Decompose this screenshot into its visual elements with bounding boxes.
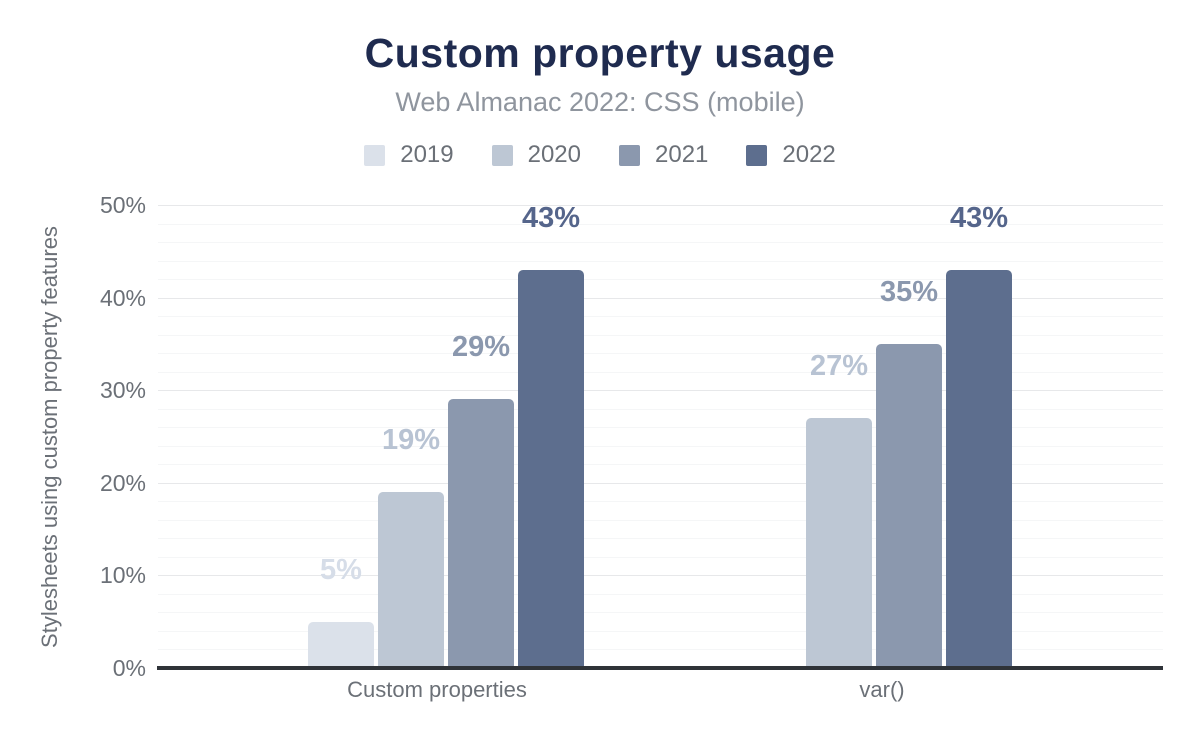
- bar-2021-var[interactable]: [876, 343, 942, 668]
- gridline-major: [158, 482, 1163, 484]
- gridline-major: [158, 205, 1163, 206]
- plot-area: 5% 19% 29% 43% 27% 35% 43%: [158, 201, 1163, 668]
- gridline-minor: [158, 464, 1163, 466]
- legend-label: 2020: [527, 141, 581, 168]
- gridline-minor: [158, 501, 1163, 503]
- bar-2020-custom-properties[interactable]: [378, 492, 444, 668]
- bar-2019-custom-properties[interactable]: [308, 621, 374, 668]
- legend-item-2019[interactable]: 2019: [364, 141, 454, 169]
- bar-value-label: 43%: [949, 201, 1009, 234]
- legend-item-2022[interactable]: 2022: [746, 141, 836, 169]
- gridline-major: [158, 390, 1163, 392]
- gridline-minor: [158, 538, 1163, 540]
- bar-2021-custom-properties[interactable]: [448, 399, 514, 668]
- gridline-minor: [158, 630, 1163, 632]
- gridline-minor: [158, 445, 1163, 447]
- y-tick-label: 20%: [99, 469, 146, 496]
- bar-2020-var[interactable]: [806, 417, 872, 668]
- gridline-minor: [158, 353, 1163, 355]
- legend-item-2021[interactable]: 2021: [619, 141, 708, 169]
- bar-value-label: 5%: [320, 553, 362, 586]
- x-category-label: var(): [859, 677, 905, 702]
- legend-label: 2019: [400, 141, 454, 168]
- bar-value-label: 19%: [381, 424, 441, 457]
- y-tick-label: 0%: [112, 655, 146, 681]
- legend-swatch-2020: [491, 144, 513, 166]
- y-tick-label: 30%: [99, 377, 146, 404]
- bar-value-label: 43%: [521, 201, 581, 234]
- gridline-minor: [158, 408, 1163, 410]
- gridline-minor: [158, 334, 1163, 336]
- gridline-minor: [158, 593, 1163, 595]
- legend-swatch-2021: [619, 144, 640, 166]
- bar-2022-var[interactable]: [946, 269, 1012, 668]
- x-axis-line: [157, 666, 1163, 670]
- gridline-minor: [158, 316, 1163, 318]
- x-category-label: Custom properties: [347, 677, 527, 702]
- gridline-minor: [158, 279, 1163, 281]
- y-tick-label: 40%: [99, 284, 146, 311]
- y-tick-label: 50%: [99, 192, 146, 218]
- y-axis-title: Stylesheets using custom property featur…: [37, 226, 62, 648]
- gridline-minor: [158, 649, 1163, 651]
- gridline-minor: [158, 223, 1163, 225]
- bar-value-label: 29%: [451, 331, 511, 364]
- legend: 2019 2020 2021 2022: [0, 141, 1200, 169]
- chart-title: Custom property usage: [364, 30, 836, 76]
- gridline-minor: [158, 427, 1163, 429]
- legend-item-2020[interactable]: 2020: [491, 141, 581, 169]
- gridline-major: [158, 297, 1163, 299]
- y-tick-label: 10%: [99, 562, 146, 589]
- bar-value-label: 27%: [809, 349, 869, 382]
- chart-subtitle: Web Almanac 2022: CSS (mobile): [395, 87, 805, 117]
- gridline-minor: [158, 242, 1163, 244]
- legend-swatch-2022: [746, 144, 768, 166]
- bar-value-label: 35%: [879, 275, 939, 308]
- gridline-major: [158, 575, 1163, 577]
- legend-label: 2022: [782, 141, 836, 168]
- gridline-minor: [158, 371, 1163, 373]
- gridline-minor: [158, 612, 1163, 614]
- legend-label: 2021: [655, 141, 709, 168]
- gridline-minor: [158, 260, 1163, 262]
- gridline-minor: [158, 556, 1163, 558]
- legend-swatch-2019: [364, 144, 386, 166]
- gridline-minor: [158, 519, 1163, 521]
- bar-2022-custom-properties[interactable]: [518, 269, 584, 668]
